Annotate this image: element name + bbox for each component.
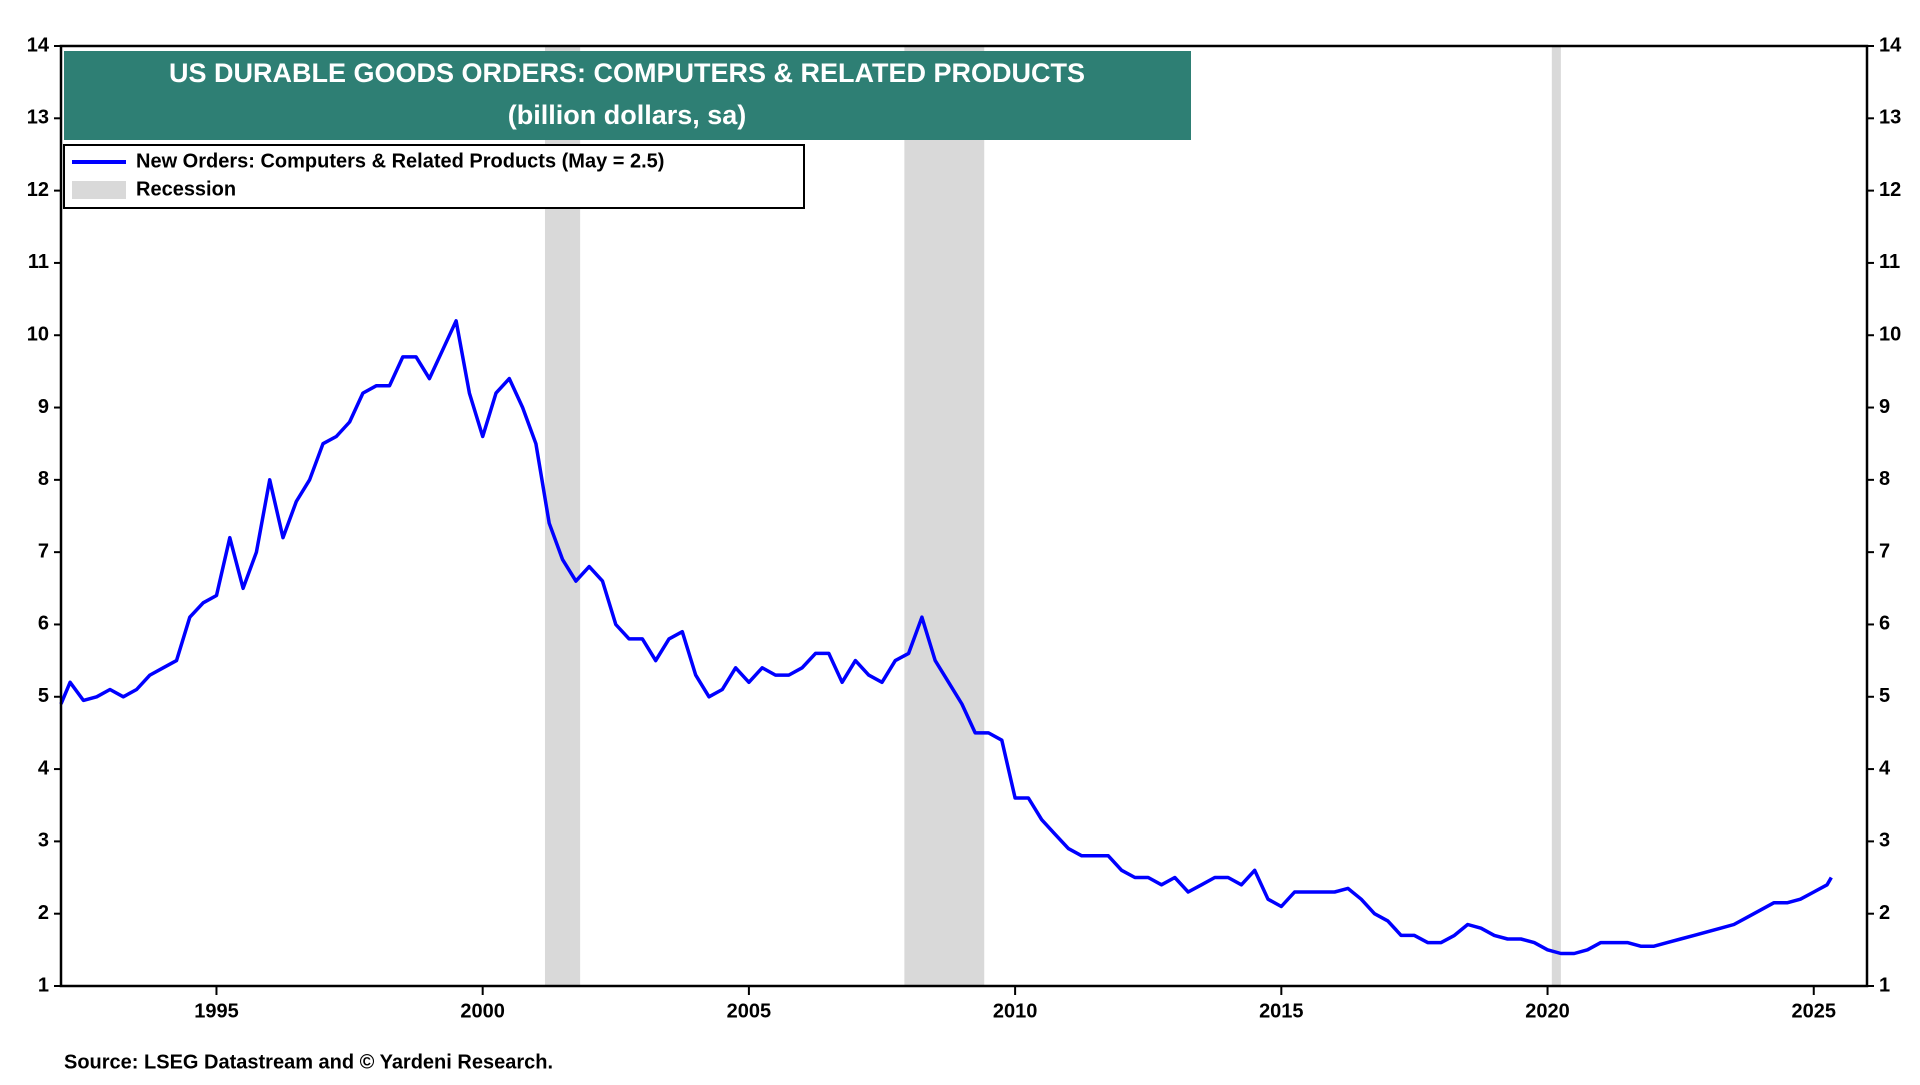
chart-title: US DURABLE GOODS ORDERS: COMPUTERS & REL… bbox=[169, 58, 1085, 88]
recession-band bbox=[904, 46, 985, 986]
y-tick-label: 2 bbox=[38, 902, 49, 924]
y2-tick-label: 4 bbox=[1879, 757, 1891, 779]
y-tick-label: 7 bbox=[38, 540, 49, 562]
x-tick-label: 1995 bbox=[194, 1000, 239, 1022]
y2-tick-label: 7 bbox=[1879, 540, 1890, 562]
x-tick-label: 2020 bbox=[1525, 1000, 1570, 1022]
x-tick-label: 2005 bbox=[727, 1000, 772, 1022]
y-tick-label: 6 bbox=[38, 613, 49, 635]
recession-band bbox=[1551, 46, 1561, 986]
x-tick-label: 2000 bbox=[460, 1000, 505, 1022]
y-tick-label: 8 bbox=[38, 468, 49, 490]
x-tick-label: 2015 bbox=[1259, 1000, 1304, 1022]
y2-tick-label: 14 bbox=[1879, 34, 1902, 56]
y-tick-label: 9 bbox=[38, 396, 49, 418]
y-tick-label: 4 bbox=[38, 757, 50, 779]
line bbox=[59, 319, 1833, 956]
legend-label: New Orders: Computers & Related Products… bbox=[136, 150, 664, 172]
y2-tick-label: 11 bbox=[1879, 251, 1900, 273]
y2-tick-label: 12 bbox=[1879, 179, 1901, 201]
source: Source: LSEG Datastream and © Yardeni Re… bbox=[64, 1051, 553, 1073]
y2-tick-label: 3 bbox=[1879, 830, 1890, 852]
y2-tick-label: 1 bbox=[1879, 974, 1890, 996]
y-tick-label: 12 bbox=[27, 179, 49, 201]
legend-label: Recession bbox=[136, 178, 236, 200]
chart-subtitle: (billion dollars, sa) bbox=[508, 100, 747, 130]
y2-tick-label: 6 bbox=[1879, 613, 1890, 635]
y-tick-label: 1 bbox=[38, 974, 49, 996]
legend-swatch bbox=[72, 181, 126, 199]
y2-tick-label: 10 bbox=[1879, 324, 1901, 346]
y2-tick-label: 5 bbox=[1879, 685, 1890, 707]
y-tick-label: 5 bbox=[38, 685, 49, 707]
title-box bbox=[64, 51, 1191, 140]
y-tick-label: 10 bbox=[27, 324, 49, 346]
x-tick-label: 2025 bbox=[1792, 1000, 1837, 1022]
y-tick-label: 14 bbox=[27, 34, 50, 56]
plot-frame bbox=[59, 44, 1869, 988]
y2-tick-label: 13 bbox=[1879, 107, 1901, 129]
y-tick-label: 13 bbox=[27, 107, 49, 129]
y2-tick-label: 8 bbox=[1879, 468, 1890, 490]
legend-box bbox=[63, 144, 805, 209]
y2-tick-label: 9 bbox=[1879, 396, 1890, 418]
y-tick-label: 11 bbox=[28, 251, 49, 273]
y-tick-label: 3 bbox=[38, 830, 49, 852]
x-tick-label: 2010 bbox=[993, 1000, 1038, 1022]
y2-tick-label: 2 bbox=[1879, 902, 1890, 924]
